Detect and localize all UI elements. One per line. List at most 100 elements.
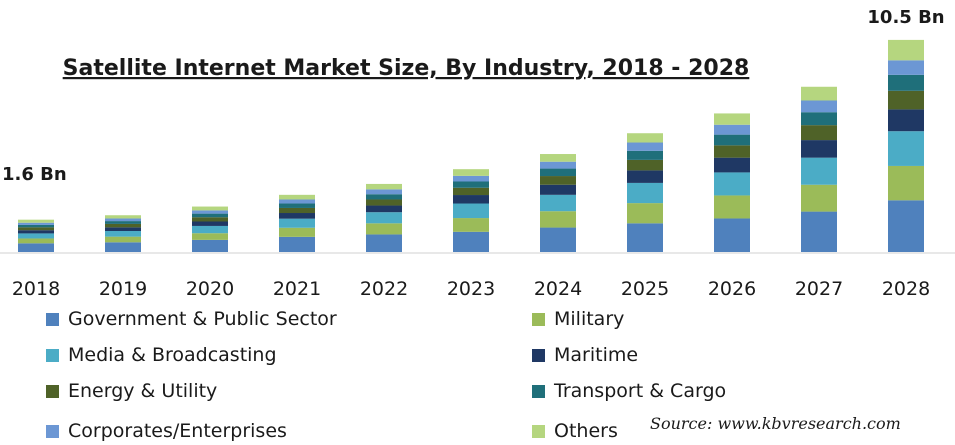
bar-segment-2026-3 bbox=[714, 157, 750, 173]
bar-segment-2020-4 bbox=[192, 217, 228, 222]
x-tick-label: 2019 bbox=[99, 278, 147, 300]
bar-segment-2023-0 bbox=[453, 231, 489, 252]
bar-segment-2021-6 bbox=[279, 199, 315, 204]
x-tick-label: 2021 bbox=[273, 278, 321, 300]
x-tick-label: 2022 bbox=[360, 278, 408, 300]
bar-segment-2022-3 bbox=[366, 205, 402, 213]
bar-segment-2025-7 bbox=[627, 133, 663, 143]
bar-segment-2025-4 bbox=[627, 159, 663, 171]
bar-segment-2025-3 bbox=[627, 170, 663, 183]
legend-item: Military bbox=[532, 305, 624, 333]
bar-segment-2023-5 bbox=[453, 181, 489, 188]
bar-segment-2023-6 bbox=[453, 175, 489, 182]
legend-item: Maritime bbox=[532, 341, 638, 369]
bar-segment-2020-2 bbox=[192, 225, 228, 234]
chart-title: Satellite Internet Market Size, By Indus… bbox=[63, 56, 750, 81]
bar-segment-2024-7 bbox=[540, 154, 576, 162]
bar-segment-2021-1 bbox=[279, 227, 315, 237]
bar-segment-2027-6 bbox=[801, 100, 837, 113]
x-tick-label: 2025 bbox=[621, 278, 669, 300]
bar-segment-2022-4 bbox=[366, 199, 402, 206]
bar-segment-2022-6 bbox=[366, 189, 402, 195]
bar-segment-2019-4 bbox=[105, 223, 141, 228]
bar-segment-2021-5 bbox=[279, 203, 315, 208]
bar-segment-2024-4 bbox=[540, 176, 576, 185]
bar-segment-2026-5 bbox=[714, 134, 750, 146]
legend-label: Others bbox=[554, 420, 618, 442]
bar-segment-2024-1 bbox=[540, 211, 576, 228]
bar-segment-2027-2 bbox=[801, 157, 837, 185]
bar-segment-2020-3 bbox=[192, 221, 228, 226]
bar-segment-2020-1 bbox=[192, 233, 228, 240]
bar-segment-2025-5 bbox=[627, 150, 663, 160]
bar-segment-2019-5 bbox=[105, 221, 141, 224]
legend-swatch bbox=[532, 348, 545, 362]
bar-segment-2028-0 bbox=[888, 200, 924, 252]
total-annotation-2018: 1.6 Bn bbox=[2, 164, 67, 185]
legend-swatch bbox=[46, 424, 59, 438]
legend-label: Energy & Utility bbox=[68, 380, 218, 402]
legend-item: Media & Broadcasting bbox=[46, 341, 277, 369]
bar-segment-2018-7 bbox=[18, 219, 54, 223]
bar-segment-2023-4 bbox=[453, 187, 489, 196]
legend-label: Government & Public Sector bbox=[68, 308, 337, 330]
bar-segment-2018-0 bbox=[18, 243, 54, 252]
bar-segment-2019-7 bbox=[105, 215, 141, 219]
x-tick-label: 2026 bbox=[708, 278, 756, 300]
x-tick-label: 2024 bbox=[534, 278, 582, 300]
bar-segment-2020-7 bbox=[192, 206, 228, 211]
total-annotation-2028: 10.5 Bn bbox=[867, 7, 944, 28]
bar-segment-2020-0 bbox=[192, 239, 228, 252]
bar-segment-2028-7 bbox=[888, 39, 924, 61]
bar-segment-2025-6 bbox=[627, 142, 663, 151]
bar-segment-2021-2 bbox=[279, 218, 315, 228]
bar-segment-2028-3 bbox=[888, 109, 924, 132]
bar-segment-2022-0 bbox=[366, 234, 402, 252]
legend-item: Energy & Utility bbox=[46, 377, 217, 405]
bar-segment-2023-3 bbox=[453, 195, 489, 204]
bar-segment-2020-5 bbox=[192, 213, 228, 218]
bar-segment-2020-6 bbox=[192, 210, 228, 214]
bar-segment-2021-7 bbox=[279, 194, 315, 200]
bar-segment-2024-0 bbox=[540, 227, 576, 252]
legend-label: Maritime bbox=[554, 344, 639, 366]
legend-swatch bbox=[46, 312, 59, 326]
legend-label: Media & Broadcasting bbox=[68, 344, 277, 366]
x-tick-label: 2027 bbox=[795, 278, 843, 300]
bar-segment-2022-5 bbox=[366, 194, 402, 200]
bar-segment-2025-1 bbox=[627, 203, 663, 224]
bar-segment-2024-6 bbox=[540, 161, 576, 169]
bar-segment-2026-0 bbox=[714, 218, 750, 252]
bar-segment-2023-7 bbox=[453, 169, 489, 176]
x-ticks-group: 2018 2019 2020 2021 2022 2023 2024 2025 2026 2027… bbox=[12, 278, 930, 300]
legend-label: Military bbox=[554, 308, 625, 330]
bar-segment-2026-6 bbox=[714, 124, 750, 135]
bar-segment-2021-3 bbox=[279, 213, 315, 219]
bar-segment-2018-3 bbox=[18, 230, 54, 234]
bar-segment-2024-3 bbox=[540, 184, 576, 195]
bar-segment-2018-2 bbox=[18, 233, 54, 239]
legend-label: Transport & Cargo bbox=[554, 380, 727, 402]
bar-segment-2027-0 bbox=[801, 211, 837, 252]
bar-segment-2018-1 bbox=[18, 238, 54, 244]
bar-segment-2027-3 bbox=[801, 140, 837, 158]
bar-segment-2027-4 bbox=[801, 125, 837, 141]
bar-segment-2022-2 bbox=[366, 212, 402, 224]
bar-segment-2027-1 bbox=[801, 184, 837, 212]
bar-segment-2028-6 bbox=[888, 60, 924, 75]
x-tick-label: 2023 bbox=[447, 278, 495, 300]
bar-segment-2023-2 bbox=[453, 203, 489, 219]
bar-segment-2027-5 bbox=[801, 112, 837, 126]
bar-segment-2019-0 bbox=[105, 242, 141, 252]
bar-segment-2028-5 bbox=[888, 74, 924, 91]
legend-swatch bbox=[46, 384, 59, 398]
bar-segment-2018-6 bbox=[18, 222, 54, 225]
bar-segment-2026-1 bbox=[714, 195, 750, 219]
bar-segment-2027-7 bbox=[801, 86, 837, 101]
legend-item: Corporates/Enterprises bbox=[46, 417, 287, 445]
x-tick-label: 2018 bbox=[12, 278, 60, 300]
source-note: Source: www.kbvresearch.com bbox=[650, 414, 901, 433]
bar-segment-2026-2 bbox=[714, 172, 750, 196]
